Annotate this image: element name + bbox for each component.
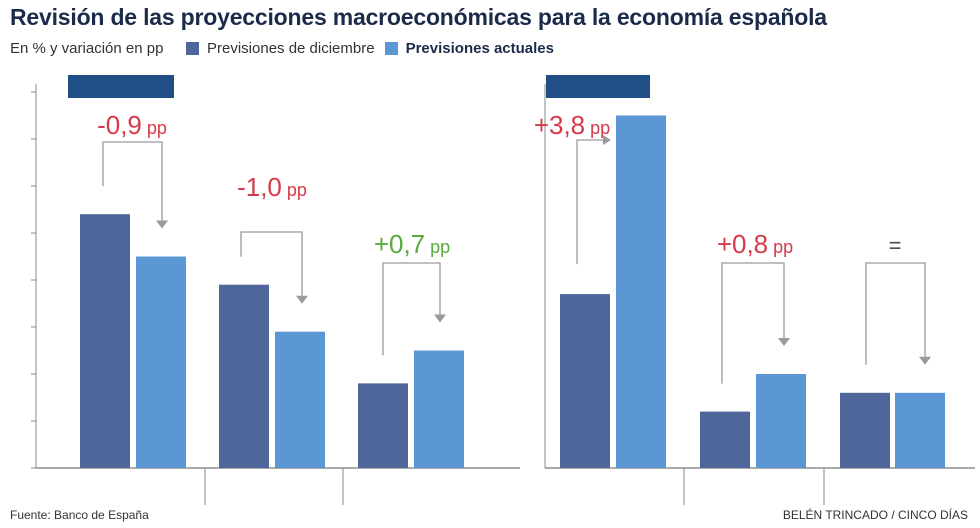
- change-value: -1,0: [237, 172, 282, 202]
- change-label-2023: +0,8 pp: [717, 229, 793, 259]
- panel1-label-box: [546, 75, 650, 98]
- bar-december-2024: [840, 392, 890, 468]
- legend: Previsiones de diciembre Previsiones act…: [186, 40, 564, 57]
- change-bracket-2024: [382, 262, 441, 356]
- legend-swatch-current: [384, 42, 398, 55]
- legend-item-current: Previsiones actuales: [384, 40, 554, 57]
- credit-note: BELÉN TRINCADO / CINCO DÍAS: [782, 508, 968, 522]
- change-arrowhead-2024: [919, 356, 931, 365]
- source-note: Fuente: Banco de España: [10, 508, 149, 522]
- legend-item-december: Previsiones de diciembre: [186, 40, 375, 57]
- bar-current-2024: [895, 392, 945, 468]
- change-bracket-2023: [240, 231, 303, 296]
- change-arrowhead-2024: [434, 314, 446, 323]
- change-label-2024: =: [889, 233, 902, 258]
- bar-december-2023: [219, 284, 269, 468]
- change-value: +0,7: [374, 229, 425, 259]
- panel0-label-box: [68, 75, 174, 98]
- change-label-2023: -1,0 pp: [237, 172, 307, 202]
- change-arrowhead-2023: [296, 295, 308, 304]
- change-value: -0,9: [97, 110, 142, 140]
- legend-swatch-december: [186, 42, 199, 55]
- change-arrowhead-2022: [603, 135, 611, 145]
- change-value: +0,8: [717, 229, 768, 259]
- change-arrowhead-2023: [778, 338, 790, 346]
- change-bracket-2022: [102, 141, 163, 221]
- change-bracket-2023: [721, 262, 785, 384]
- change-bracket-2024: [865, 262, 926, 365]
- change-unit: pp: [147, 118, 167, 138]
- change-arrowhead-2022: [156, 220, 168, 229]
- bar-december-2022: [560, 294, 610, 468]
- bar-current-2022: [136, 256, 186, 468]
- change-value: +3,8: [534, 110, 585, 140]
- bar-current-2022: [616, 115, 666, 468]
- legend-label-current: Previsiones actuales: [405, 40, 554, 57]
- chart-title: Revisión de las proyecciones macroeconóm…: [10, 4, 827, 30]
- chart-subtitle: En % y variación en pp: [10, 40, 164, 57]
- bar-december-2023: [700, 411, 750, 468]
- change-unit: pp: [287, 180, 307, 200]
- change-label-2022: +3,8 pp: [534, 110, 610, 140]
- change-unit: pp: [590, 118, 610, 138]
- change-value: =: [889, 233, 902, 258]
- bar-current-2023: [756, 374, 806, 468]
- bar-current-2024: [414, 350, 464, 468]
- bar-december-2024: [358, 383, 408, 468]
- change-label-2024: +0,7 pp: [374, 229, 450, 259]
- legend-label-december: Previsiones de diciembre: [207, 40, 375, 57]
- change-unit: pp: [773, 237, 793, 257]
- change-label-2022: -0,9 pp: [97, 110, 167, 140]
- change-unit: pp: [430, 237, 450, 257]
- bar-current-2023: [275, 331, 325, 468]
- change-bracket-2022: [576, 139, 603, 265]
- bar-december-2022: [80, 214, 130, 468]
